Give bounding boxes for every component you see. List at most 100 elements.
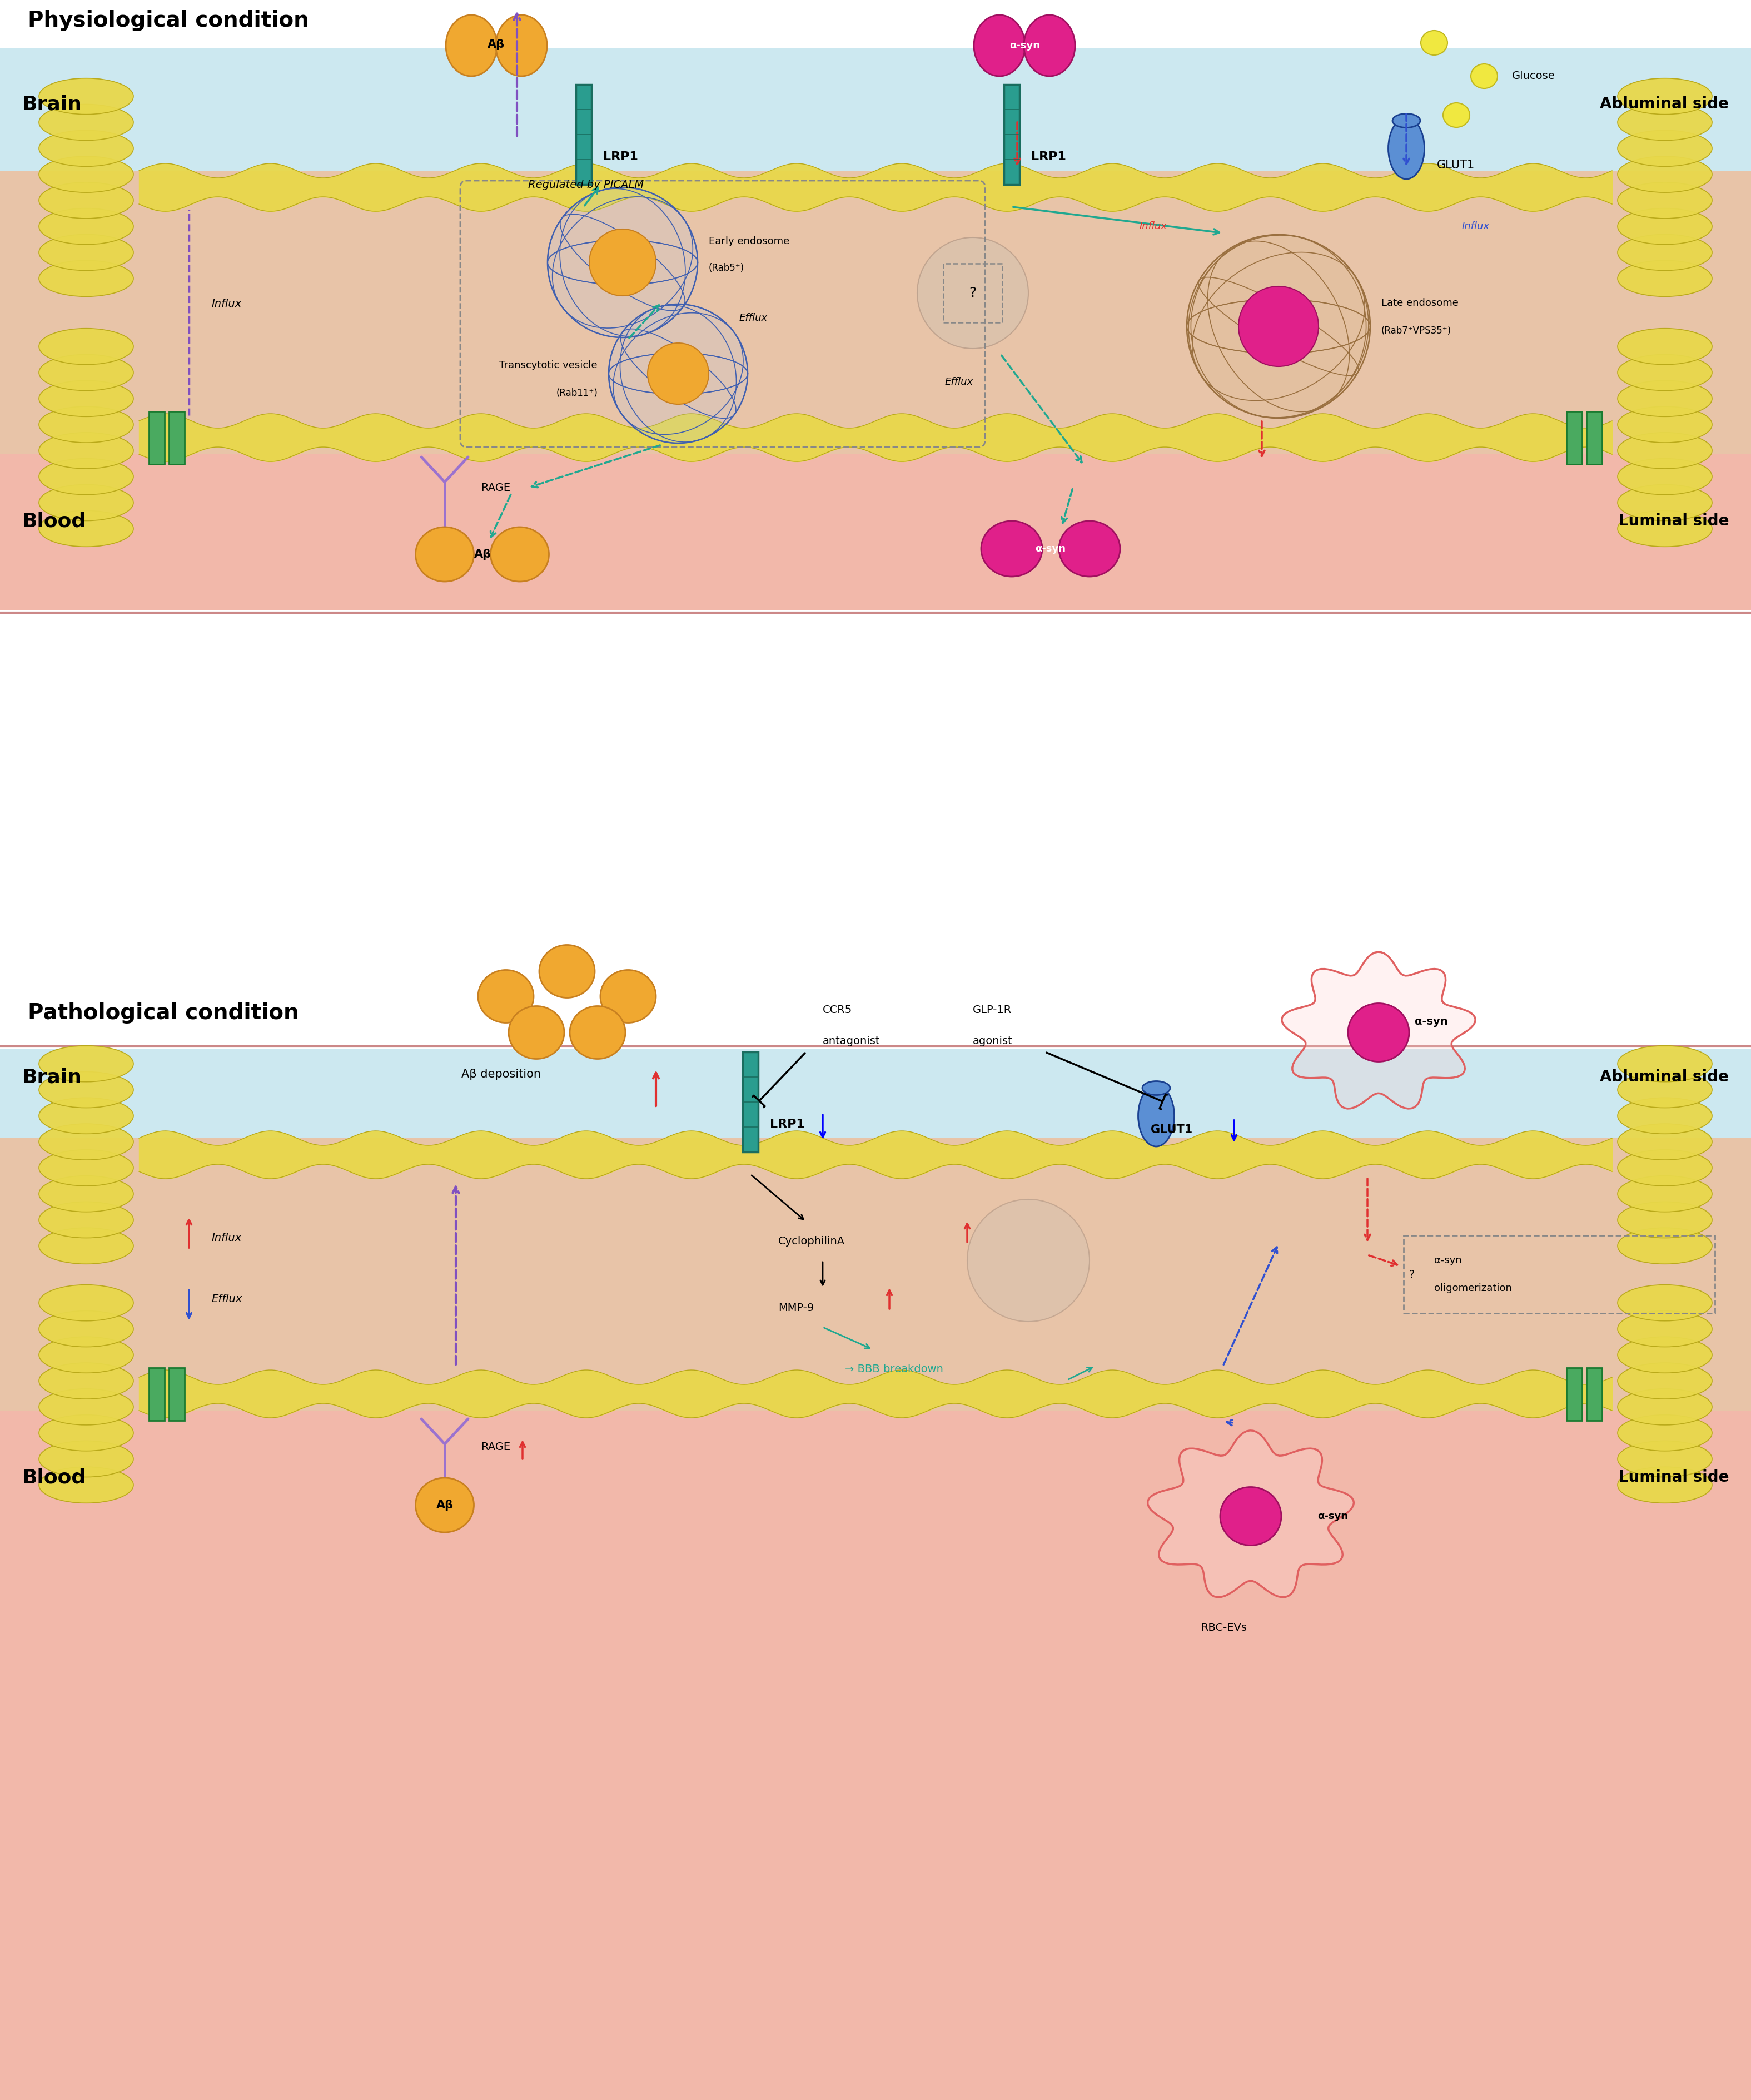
Text: Influx: Influx <box>212 298 242 309</box>
Ellipse shape <box>1618 380 1712 416</box>
Ellipse shape <box>1618 1071 1712 1109</box>
Text: Aβ: Aβ <box>436 1499 454 1510</box>
Ellipse shape <box>1024 15 1075 76</box>
Ellipse shape <box>39 155 133 193</box>
Ellipse shape <box>981 521 1042 578</box>
Ellipse shape <box>1420 32 1448 55</box>
Circle shape <box>609 304 748 443</box>
Text: α-syn: α-syn <box>1434 1256 1462 1266</box>
Text: Aβ: Aβ <box>475 548 490 561</box>
Ellipse shape <box>569 1006 625 1058</box>
Text: (Rab7⁺VPS35⁺): (Rab7⁺VPS35⁺) <box>1382 325 1452 336</box>
Circle shape <box>590 229 657 296</box>
Ellipse shape <box>1618 1149 1712 1186</box>
Circle shape <box>1238 286 1319 365</box>
Text: Late endosome: Late endosome <box>1382 298 1459 309</box>
Bar <box>1567 412 1581 464</box>
Ellipse shape <box>39 433 133 468</box>
Text: LRP1: LRP1 <box>602 151 637 162</box>
Ellipse shape <box>1618 1124 1712 1159</box>
Ellipse shape <box>1618 208 1712 244</box>
Ellipse shape <box>974 15 1024 76</box>
Ellipse shape <box>1618 485 1712 521</box>
Ellipse shape <box>39 380 133 416</box>
Bar <box>0 1411 1751 2100</box>
Text: Efflux: Efflux <box>212 1294 242 1304</box>
Text: Aβ: Aβ <box>487 40 504 50</box>
Ellipse shape <box>1618 1468 1712 1504</box>
Bar <box>1147 1107 1166 1128</box>
Ellipse shape <box>39 1415 133 1451</box>
Text: Brain: Brain <box>23 94 82 113</box>
Ellipse shape <box>39 78 133 113</box>
Ellipse shape <box>415 1478 475 1533</box>
Ellipse shape <box>39 1176 133 1212</box>
Bar <box>0 609 1751 1050</box>
Ellipse shape <box>39 510 133 546</box>
Bar <box>149 1367 165 1420</box>
Circle shape <box>918 237 1028 349</box>
Bar <box>170 412 184 464</box>
Ellipse shape <box>39 130 133 166</box>
Ellipse shape <box>1618 1363 1712 1399</box>
Ellipse shape <box>1618 510 1712 546</box>
Ellipse shape <box>1618 355 1712 391</box>
Ellipse shape <box>1348 1004 1410 1063</box>
Text: ?: ? <box>968 286 977 300</box>
Text: MMP-9: MMP-9 <box>777 1302 814 1312</box>
Bar <box>0 170 1751 454</box>
Text: Influx: Influx <box>212 1233 242 1243</box>
Text: Early endosome: Early endosome <box>709 237 790 246</box>
Text: α-syn: α-syn <box>1010 40 1040 50</box>
Ellipse shape <box>39 1363 133 1399</box>
Text: CyclophilinA: CyclophilinA <box>777 1235 846 1245</box>
Ellipse shape <box>39 1441 133 1476</box>
Ellipse shape <box>1389 118 1424 178</box>
Bar <box>1586 1367 1602 1420</box>
Ellipse shape <box>39 260 133 296</box>
Ellipse shape <box>490 527 548 582</box>
Bar <box>170 1367 184 1420</box>
Ellipse shape <box>39 1388 133 1426</box>
Ellipse shape <box>1618 155 1712 193</box>
Ellipse shape <box>1392 113 1420 128</box>
Text: RBC-EVs: RBC-EVs <box>1201 1621 1247 1632</box>
Bar <box>0 48 1751 170</box>
Bar <box>149 412 165 464</box>
Text: α-syn: α-syn <box>1415 1016 1448 1027</box>
Text: Brain: Brain <box>23 1067 82 1086</box>
Bar <box>1396 141 1417 160</box>
Ellipse shape <box>1618 328 1712 365</box>
Ellipse shape <box>39 105 133 141</box>
Text: RAGE: RAGE <box>482 1441 510 1451</box>
Text: GLUT1: GLUT1 <box>1438 160 1474 170</box>
Ellipse shape <box>39 235 133 271</box>
Text: antagonist: antagonist <box>823 1035 881 1046</box>
Ellipse shape <box>1618 105 1712 141</box>
Ellipse shape <box>496 15 546 76</box>
Ellipse shape <box>39 328 133 365</box>
Ellipse shape <box>1618 235 1712 271</box>
Ellipse shape <box>39 1338 133 1373</box>
Circle shape <box>1187 235 1371 418</box>
Ellipse shape <box>39 1310 133 1346</box>
Text: LRP1: LRP1 <box>770 1119 805 1130</box>
Text: Blood: Blood <box>23 1468 86 1487</box>
Ellipse shape <box>39 485 133 521</box>
Circle shape <box>967 1199 1089 1321</box>
Bar <box>1567 1367 1581 1420</box>
Circle shape <box>548 187 697 338</box>
Text: Glucose: Glucose <box>1511 71 1555 82</box>
Text: LRP1: LRP1 <box>1031 151 1066 162</box>
Text: Efflux: Efflux <box>739 313 767 323</box>
Ellipse shape <box>1138 1086 1175 1147</box>
Ellipse shape <box>39 1071 133 1109</box>
Ellipse shape <box>1443 103 1469 128</box>
Ellipse shape <box>1618 1388 1712 1426</box>
Ellipse shape <box>601 970 657 1023</box>
Text: Luminal side: Luminal side <box>1618 1470 1728 1485</box>
Ellipse shape <box>1618 260 1712 296</box>
Ellipse shape <box>1618 1046 1712 1082</box>
Ellipse shape <box>478 970 534 1023</box>
Ellipse shape <box>39 1201 133 1237</box>
